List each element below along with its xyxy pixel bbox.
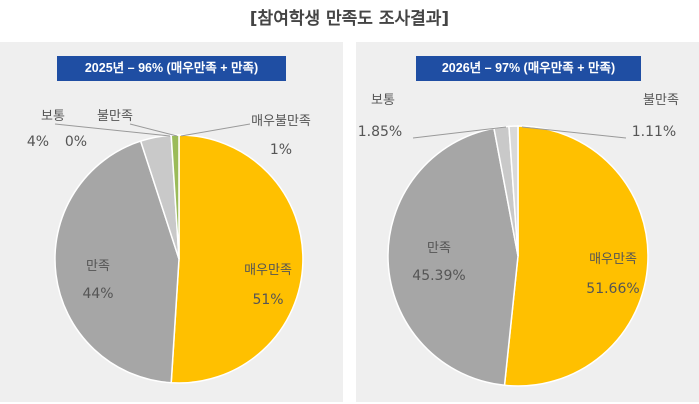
pie-category-label: 매우불만족 <box>251 114 311 129</box>
pie-category-label: 불만족 <box>97 109 133 124</box>
pie-slice-0 <box>503 125 649 387</box>
pie-value-label: 44% <box>82 286 113 302</box>
pie-value-label: 51.66% <box>586 281 639 297</box>
pie-category-label: 불만족 <box>643 93 679 108</box>
pie-category-label: 보통 <box>41 109 65 124</box>
pie-slice-3 <box>508 125 519 257</box>
page-title: [참여학생 만족도 조사결과] <box>249 9 450 29</box>
pie-value-label: 51% <box>252 292 283 308</box>
leader-line <box>180 123 251 137</box>
pie-category-label: 만족 <box>427 241 451 256</box>
leader-line <box>412 126 507 139</box>
pie-category-label: 매우만족 <box>244 263 292 278</box>
chart-title-badge: 2026년 – 97% (매우만족 + 만족) <box>416 56 641 81</box>
leader-line <box>129 123 178 137</box>
chart-panel-2025: 2025년 – 96% (매우만족 + 만족) 매우만족 51% 만족 44% 보통 4%… <box>0 42 343 402</box>
pie-value-label: 4% <box>27 134 49 150</box>
pie-chart-2025: 매우만족 51% 만족 44% 보통 4% 불만족 0% 매우불만족 1% <box>27 109 311 384</box>
pie-value-label: 0% <box>65 134 87 150</box>
pie-category-label: 매우만족 <box>589 252 637 267</box>
pie-chart-2026: 매우만족 51.66% 만족 45.39% 보통 1.85% 불만족 1.11% <box>358 93 679 387</box>
chart-panel-2026: 2026년 – 97% (매우만족 + 만족) 매우만족 51.66% 만족 45.3… <box>356 42 699 402</box>
leader-line <box>521 126 627 139</box>
chart-title-badge: 2025년 – 96% (매우만족 + 만족) <box>57 56 286 81</box>
pie-slice-1 <box>54 140 180 384</box>
pie-value-label: 45.39% <box>412 268 465 284</box>
pie-value-label: 1.11% <box>632 124 676 140</box>
pie-category-label: 만족 <box>86 259 110 274</box>
pie-value-label: 1% <box>270 142 292 158</box>
leader-line <box>54 123 171 137</box>
pie-slice-1 <box>387 127 519 387</box>
pie-value-label: 1.85% <box>358 124 402 140</box>
pie-slice-0 <box>170 134 304 384</box>
pie-category-label: 보통 <box>371 93 395 108</box>
